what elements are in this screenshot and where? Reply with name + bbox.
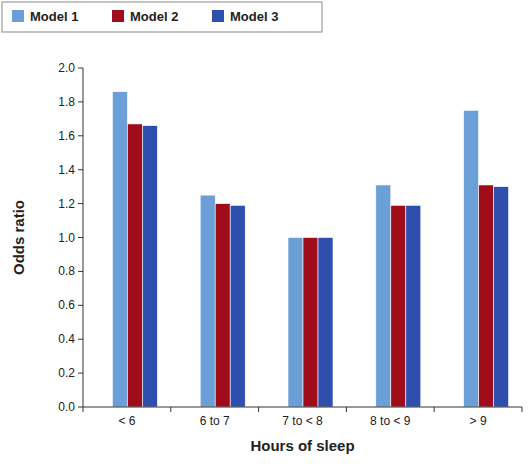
y-axis-label: Odds ratio [10, 200, 27, 275]
bar [142, 126, 157, 407]
y-tick [78, 169, 83, 170]
y-tick [78, 68, 83, 69]
x-axis-label: Hours of sleep [250, 437, 354, 454]
legend-label: Model 1 [30, 9, 78, 24]
bar [391, 205, 406, 407]
bar [112, 92, 127, 407]
y-tick [78, 135, 83, 136]
y-tick-label: 1.0 [58, 231, 75, 245]
chart-svg: 0.0 0.2 0.4 0.6 0.8 1.0 1.2 1.4 1.6 1.8 2.0 < 6 6 to… [0, 0, 532, 466]
y-tick-label: 0.4 [58, 332, 75, 346]
y-tick [78, 101, 83, 102]
x-tick-label: 6 to 7 [200, 414, 230, 428]
bar [303, 238, 318, 408]
legend-swatch [12, 10, 24, 22]
x-tick-label: 8 to < 9 [370, 414, 411, 428]
bar [215, 204, 230, 407]
y-tick [78, 373, 83, 374]
y-tick-label: 1.4 [58, 163, 75, 177]
legend-swatch [112, 10, 124, 22]
x-axis-line [83, 407, 522, 408]
y-tick-label: 1.8 [58, 95, 75, 109]
bar [464, 110, 479, 407]
legend-box [2, 2, 322, 32]
bars [112, 92, 508, 407]
x-tick-label: < 6 [118, 414, 135, 428]
y-tick-label: 0.0 [58, 400, 75, 414]
bar [376, 185, 391, 407]
bar [406, 205, 421, 407]
bar [288, 238, 303, 408]
legend-label: Model 3 [230, 9, 278, 24]
x-tick [346, 407, 347, 412]
bar [318, 238, 333, 408]
y-tick-label: 0.2 [58, 366, 75, 380]
y-tick [78, 203, 83, 204]
x-tick-label: > 9 [470, 414, 487, 428]
y-tick [78, 237, 83, 238]
bar [494, 187, 509, 407]
chart-container: 0.0 0.2 0.4 0.6 0.8 1.0 1.2 1.4 1.6 1.8 2.0 < 6 6 to… [0, 0, 532, 466]
y-tick-label: 0.6 [58, 298, 75, 312]
y-tick-label: 2.0 [58, 61, 75, 75]
y-tick [78, 305, 83, 306]
x-tick [522, 407, 523, 412]
y-tick-label: 0.8 [58, 264, 75, 278]
legend: Model 1 Model 2 Model 3 [2, 2, 322, 32]
y-tick-label: 1.2 [58, 197, 75, 211]
y-tick [78, 271, 83, 272]
y-tick [78, 339, 83, 340]
bar [230, 205, 245, 407]
bar [200, 195, 215, 407]
x-tick [83, 407, 84, 412]
x-tick [170, 407, 171, 412]
legend-swatch [212, 10, 224, 22]
bar [127, 124, 142, 407]
x-tick-label: 7 to < 8 [282, 414, 323, 428]
bar [479, 185, 494, 407]
y-tick [78, 407, 83, 408]
x-tick [258, 407, 259, 412]
x-tick [434, 407, 435, 412]
legend-label: Model 2 [130, 9, 178, 24]
y-tick-label: 1.6 [58, 129, 75, 143]
